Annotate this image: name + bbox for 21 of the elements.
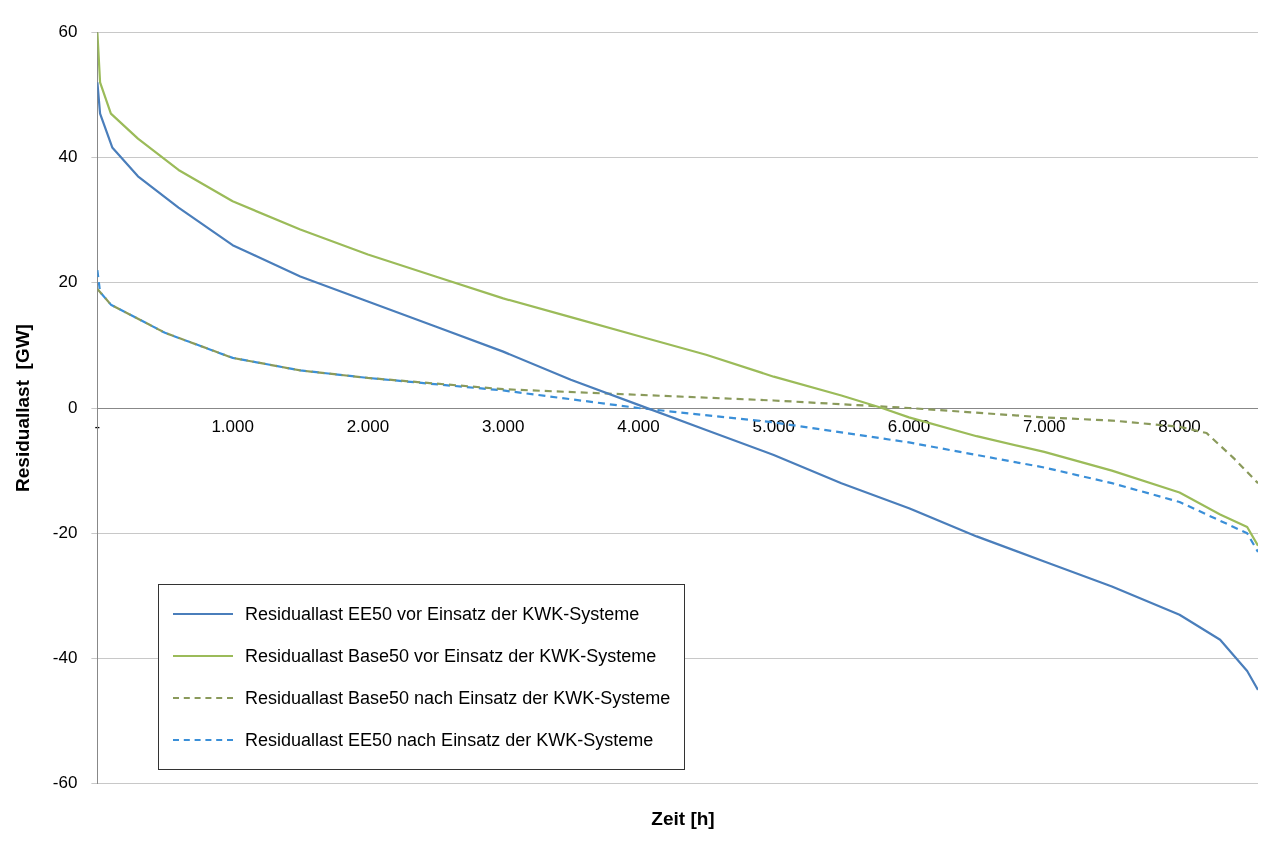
x-tick-label: 3.000 xyxy=(481,416,525,436)
legend-label: Residuallast Base50 nach Einsatz der KWK-Systeme xyxy=(245,687,671,709)
x-tick-label: 2.000 xyxy=(346,416,390,436)
x-axis-title: Zeit [h] xyxy=(650,808,716,830)
y-tick-label: 20 xyxy=(58,272,78,292)
legend-label: Residuallast EE50 nach Einsatz der KWK-Systeme xyxy=(245,729,654,751)
x-tick-label: 4.000 xyxy=(617,416,660,436)
legend-label: Residuallast Base50 vor Einsatz der KWK-Systeme xyxy=(245,645,657,667)
x-tick-label: 1.000 xyxy=(211,416,254,436)
x-tick-label: - xyxy=(94,416,101,436)
y-tick-label: 60 xyxy=(58,21,78,41)
y-tick-label: -60 xyxy=(52,773,78,793)
y-axis-title: Residuallast [GW] xyxy=(11,324,33,492)
y-tick-label: -20 xyxy=(52,522,78,542)
line-series xyxy=(97,287,1258,485)
y-tick-label: 0 xyxy=(67,397,78,417)
x-tick-label: 7.000 xyxy=(1023,416,1066,436)
y-tick-label: -40 xyxy=(52,648,78,668)
y-tick-label: 40 xyxy=(58,147,78,167)
x-tick-label: 6.000 xyxy=(887,416,931,436)
legend-label: Residuallast EE50 vor Einsatz der KWK-Systeme xyxy=(245,603,640,625)
